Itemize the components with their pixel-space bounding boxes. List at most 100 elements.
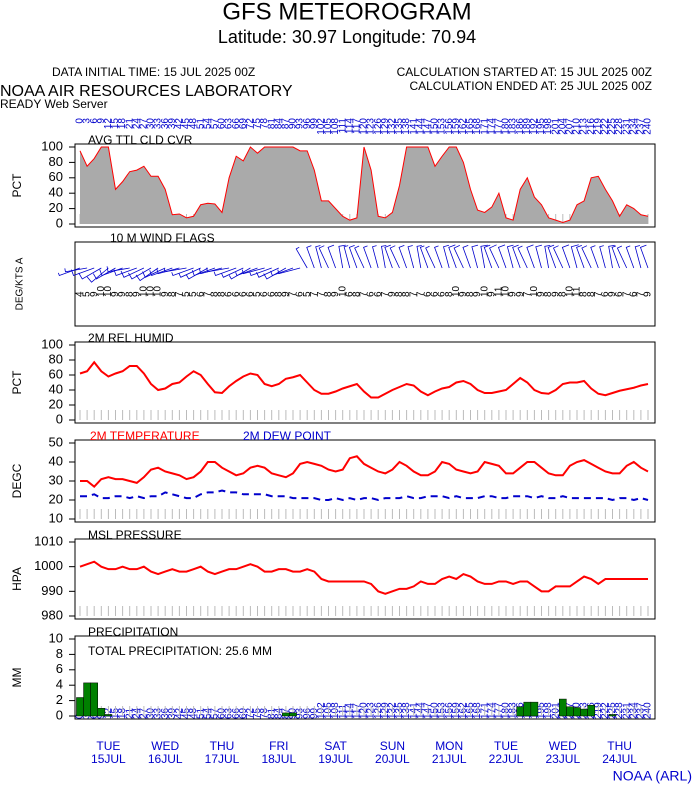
y-tick-label: 1010 [34, 533, 63, 548]
top-hour-label: 135 [394, 118, 405, 135]
date-label: 19JUL [318, 752, 353, 766]
top-hour-label: 168 [472, 118, 483, 135]
wind-speed: 6 [295, 291, 306, 297]
top-hour-label: 96 [302, 118, 313, 130]
date-label: 22JUL [489, 752, 524, 766]
top-hour-label: 183 [508, 118, 519, 135]
wind-speed: 9 [131, 291, 142, 297]
wind-speed: 5 [252, 291, 263, 297]
wind-barb [135, 267, 159, 282]
y-tick-label: 10 [49, 630, 63, 645]
wind-speed: 7 [522, 291, 533, 297]
top-hour-label: 126 [373, 118, 384, 135]
wind-barb [381, 245, 387, 269]
wind-speed: 9 [508, 291, 519, 297]
precip-bar [530, 701, 539, 717]
top-hour-label: 93 [295, 118, 306, 130]
wind-speed: 8 [210, 291, 221, 297]
top-hour-label: 75 [252, 118, 263, 130]
wind-speed: 6 [614, 291, 625, 297]
wind-speed: 8 [323, 291, 334, 297]
wind-speed: 8 [273, 291, 284, 297]
wind-speed: 6 [628, 291, 639, 297]
wind-barb [256, 267, 279, 278]
precip-bar [104, 714, 113, 717]
wind-speed: 9 [607, 291, 618, 297]
wind-barb [113, 267, 137, 277]
top-hour-label: 63 [224, 118, 235, 130]
y-axis-label: MM [10, 668, 24, 688]
date-label: 23JUL [545, 752, 580, 766]
top-hour-label: 210 [572, 118, 583, 135]
wind-speed: 7 [359, 291, 370, 297]
wind-speed: 7 [380, 291, 391, 297]
cloud-area [80, 147, 648, 224]
top-hour-label: 231 [621, 118, 632, 135]
y-tick-label: 20 [49, 200, 63, 215]
wind-barb [149, 267, 173, 277]
y-tick-label: 6 [56, 661, 63, 676]
wind-barb [535, 244, 542, 269]
series-line [80, 455, 649, 489]
y-tick-label: 40 [49, 185, 63, 200]
date-label: 15JUL [91, 752, 126, 766]
wind-speed: 8 [217, 291, 228, 297]
top-hour-label: 24 [131, 118, 142, 130]
wind-speed: 9 [117, 291, 128, 297]
wind-barb [171, 267, 194, 277]
top-hour-label: 120 [359, 118, 370, 135]
wind-barb [526, 244, 535, 269]
wind-speed: 9 [536, 291, 547, 297]
precip-bar [566, 706, 574, 717]
panel-frame [74, 538, 656, 620]
top-hour-label: 51 [195, 118, 206, 130]
top-hour-label: 3 [82, 118, 93, 124]
wind-barb [70, 267, 95, 277]
wind-speed: 8 [352, 291, 363, 297]
y-axis-label: HPA [10, 567, 24, 591]
top-hour-label: 192 [529, 118, 540, 135]
top-hour-label: 6 [89, 118, 100, 124]
y-tick-label: 100 [41, 336, 63, 351]
y-tick-label: 80 [49, 154, 63, 169]
wind-barb [78, 267, 102, 280]
y-tick-label: 1000 [34, 558, 63, 573]
top-hour-label: 147 [423, 118, 434, 135]
wind-barb [625, 245, 635, 269]
top-hour-label: 102 [316, 118, 327, 135]
wind-speed: 6 [245, 291, 256, 297]
wind-barb [561, 244, 571, 269]
top-hour-label: 156 [444, 118, 455, 135]
date-label: 20JUL [375, 752, 410, 766]
wind-barb [249, 267, 272, 277]
wind-barb [263, 267, 287, 280]
server: READY Web Server [0, 97, 108, 111]
wind-barb [599, 245, 606, 269]
wind-barb [228, 267, 251, 280]
wind-speed: 10 [479, 285, 490, 297]
wind-speed: 8 [124, 291, 135, 297]
top-hour-label: 78 [259, 118, 270, 130]
wind-speed: 9 [89, 291, 100, 297]
y-tick-label: 0 [56, 411, 63, 426]
wind-barb [348, 245, 358, 269]
date-label: 24JUL [602, 752, 637, 766]
top-hour-label: 150 [430, 118, 441, 135]
panel-title: AVG TTL CLD CVR [88, 133, 193, 147]
wind-speed: 9 [472, 291, 483, 297]
wind-speed: 7 [593, 291, 604, 297]
y-tick-label: 8 [56, 646, 63, 661]
y-axis-label: DEG/KTS A [15, 257, 26, 310]
top-hour-label: 117 [352, 118, 363, 134]
y-tick-label: 2 [56, 692, 63, 707]
date-label: 17JUL [205, 752, 240, 766]
wind-speed: 10 [337, 285, 348, 297]
top-hour-label: 207 [565, 118, 576, 135]
lab: NOAA AIR RESOURCES LABORATORY [0, 83, 293, 100]
wind-speed: 6 [266, 291, 277, 297]
series-line [79, 360, 649, 399]
wind-speed: 10 [103, 285, 114, 297]
wind-speed: 10 [529, 285, 540, 297]
wind-speed: 10 [501, 285, 512, 297]
wind-barb [581, 245, 592, 269]
